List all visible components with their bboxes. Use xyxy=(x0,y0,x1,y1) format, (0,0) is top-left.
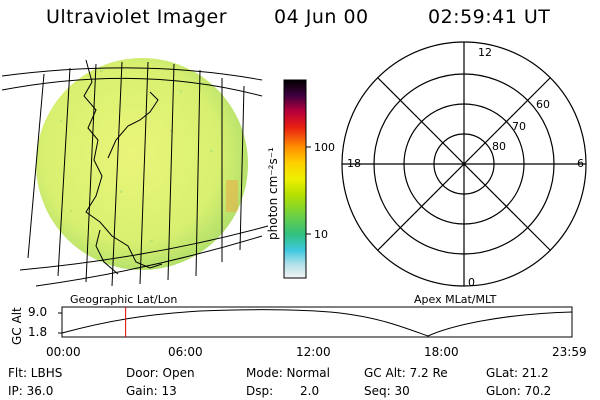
time-tick-2359: 23:59 xyxy=(552,345,587,359)
glat-info: GLat: 21.2 xyxy=(486,366,549,380)
bright-spot xyxy=(226,180,238,212)
mlt-label-0: 0 xyxy=(468,276,475,289)
filter-info: Flt: LBHS xyxy=(8,366,63,380)
lat-label-80: 80 xyxy=(492,140,506,153)
time-tick-1800: 18:00 xyxy=(424,345,459,359)
mlt-label-12: 12 xyxy=(478,46,492,59)
alt-axis-label: GC Alt xyxy=(10,307,24,345)
lat-label-60: 60 xyxy=(536,98,550,111)
seq-info: Seq: 30 xyxy=(364,384,410,398)
time-tick-0000: 00:00 xyxy=(46,345,81,359)
colorbar-tick-100: 100 xyxy=(314,141,335,154)
colorbar xyxy=(283,79,311,279)
apex-grid-label: Apex MLat/MLT xyxy=(414,293,497,306)
alt-tick-9: 9.0 xyxy=(28,305,48,319)
dsp-label: Dsp: xyxy=(246,384,274,398)
glon-info: GLon: 70.2 xyxy=(486,384,552,398)
dsp-value: 2.0 xyxy=(300,384,320,398)
door-info: Door: Open xyxy=(126,366,195,380)
lat-label-70: 70 xyxy=(512,120,526,133)
time-tick-1200: 12:00 xyxy=(296,345,331,359)
ip-info: IP: 36.0 xyxy=(8,384,54,398)
mlt-label-6: 6 xyxy=(577,157,584,170)
time-label: 02:59:41 UT xyxy=(428,6,551,28)
mlt-label-18: 18 xyxy=(347,157,361,170)
colorbar-tick-10: 10 xyxy=(314,228,328,241)
geographic-grid-label: Geographic Lat/Lon xyxy=(70,293,178,306)
gain-info: Gain: 13 xyxy=(126,384,177,398)
gc-alt-info: GC Alt: 7.2 Re xyxy=(364,366,448,380)
alt-tick-1.8: 1.8 xyxy=(28,325,48,339)
mode-info: Mode: Normal xyxy=(246,366,330,380)
time-tick-0600: 06:00 xyxy=(168,345,203,359)
instrument-title: Ultraviolet Imager xyxy=(46,6,228,28)
date-label: 04 Jun 00 xyxy=(274,6,369,28)
